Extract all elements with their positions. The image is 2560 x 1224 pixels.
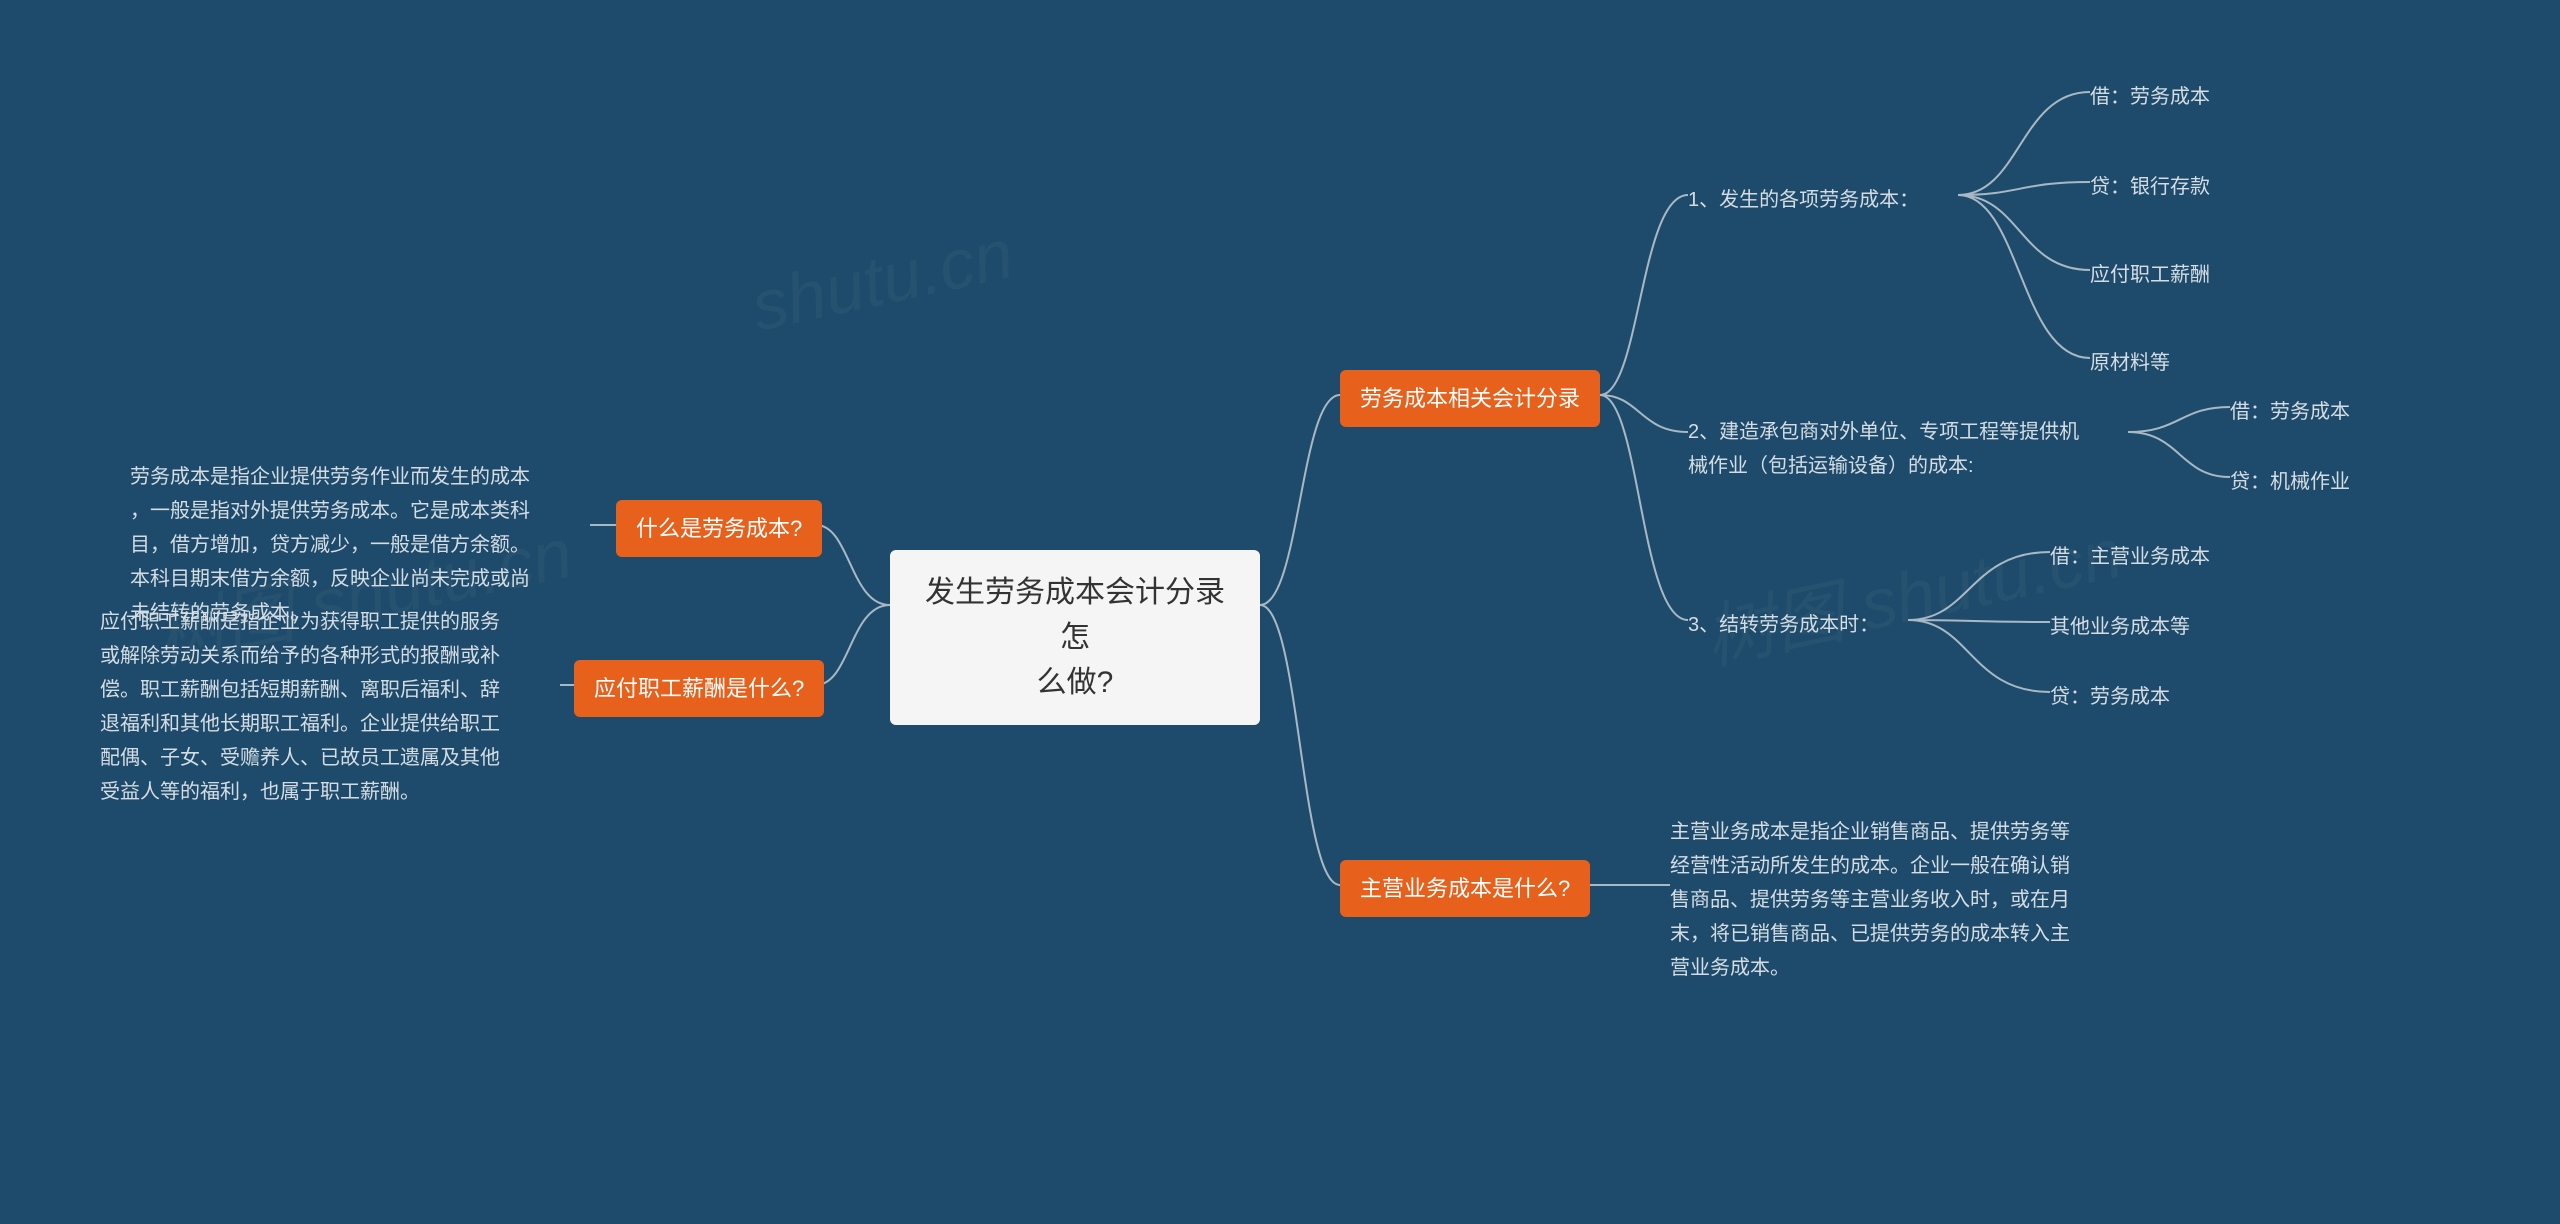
branch-label: 劳务成本相关会计分录 — [1360, 386, 1580, 411]
sub-entry-2: 2、建造承包商对外单位、专项工程等提供机械作业（包括运输设备）的成本: — [1688, 415, 2128, 483]
leaf-text: 2、建造承包商对外单位、专项工程等提供机械作业（包括运输设备）的成本: — [1688, 421, 2079, 477]
desc-main-business-cost: 主营业务成本是指企业销售商品、提供劳务等经营性活动所发生的成本。企业一般在确认销… — [1670, 815, 2130, 985]
branch-payable-salary: 应付职工薪酬是什么? — [574, 660, 824, 717]
leaf-text: 1、发生的各项劳务成本： — [1688, 189, 1919, 211]
desc-payable-salary: 应付职工薪酬是指企业为获得职工提供的服务或解除劳动关系而给予的各种形式的报酬或补… — [100, 605, 560, 809]
root-node: 发生劳务成本会计分录怎么做? — [890, 550, 1260, 725]
sub-entry-3: 3、结转劳务成本时： — [1688, 608, 1908, 642]
leaf-text: 3、结转劳务成本时： — [1688, 614, 1879, 636]
leaf-text: 贷：机械作业 — [2230, 471, 2350, 493]
watermark: 树图 shutu.cn — [1694, 497, 2130, 684]
leaf-text: 劳务成本是指企业提供劳务作业而发生的成本，一般是指对外提供劳务成本。它是成本类科… — [130, 466, 530, 624]
branch-main-business-cost: 主营业务成本是什么? — [1340, 860, 1590, 917]
item-1-1: 借：劳务成本 — [2090, 80, 2210, 114]
branch-what-is-labor-cost: 什么是劳务成本? — [616, 500, 822, 557]
item-3-3: 贷：劳务成本 — [2050, 680, 2170, 714]
leaf-text: 应付职工薪酬是指企业为获得职工提供的服务或解除劳动关系而给予的各种形式的报酬或补… — [100, 611, 500, 803]
leaf-text: 原材料等 — [2090, 352, 2170, 374]
item-3-2: 其他业务成本等 — [2050, 610, 2190, 644]
branch-label: 应付职工薪酬是什么? — [594, 676, 804, 701]
item-2-1: 借：劳务成本 — [2230, 395, 2350, 429]
item-2-2: 贷：机械作业 — [2230, 465, 2350, 499]
item-1-3: 应付职工薪酬 — [2090, 258, 2210, 292]
watermark: shutu.cn — [745, 213, 1020, 346]
branch-label: 主营业务成本是什么? — [1360, 876, 1570, 901]
item-3-1: 借：主营业务成本 — [2050, 540, 2210, 574]
leaf-text: 贷：劳务成本 — [2050, 686, 2170, 708]
leaf-text: 应付职工薪酬 — [2090, 264, 2210, 286]
branch-label: 什么是劳务成本? — [636, 516, 802, 541]
item-1-2: 贷：银行存款 — [2090, 170, 2210, 204]
root-text: 发生劳务成本会计分录怎么做? — [925, 576, 1225, 699]
leaf-text: 主营业务成本是指企业销售商品、提供劳务等经营性活动所发生的成本。企业一般在确认销… — [1670, 821, 2070, 979]
leaf-text: 贷：银行存款 — [2090, 176, 2210, 198]
leaf-text: 其他业务成本等 — [2050, 616, 2190, 638]
sub-entry-1: 1、发生的各项劳务成本： — [1688, 183, 1958, 217]
leaf-text: 借：劳务成本 — [2230, 401, 2350, 423]
item-1-4: 原材料等 — [2090, 346, 2170, 380]
leaf-text: 借：劳务成本 — [2090, 86, 2210, 108]
branch-accounting-entries: 劳务成本相关会计分录 — [1340, 370, 1600, 427]
leaf-text: 借：主营业务成本 — [2050, 546, 2210, 568]
